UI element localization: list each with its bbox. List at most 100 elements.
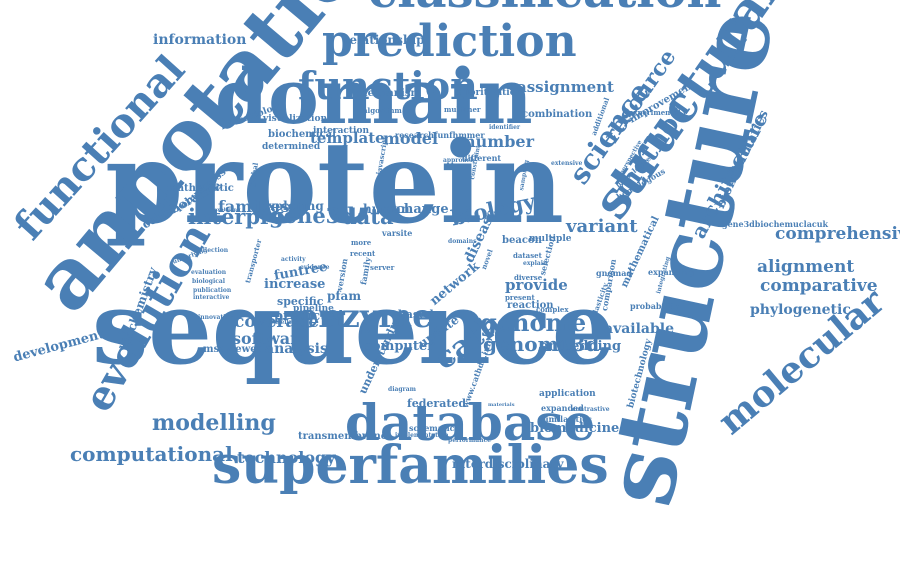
word-contrastive: contrastive (572, 406, 610, 414)
word-implementation: implementation (395, 432, 449, 440)
word-baseline: baseline (269, 319, 298, 327)
word-interactive: interactive (193, 294, 230, 302)
word-model: model (383, 129, 439, 149)
word-beacon: beacon (502, 235, 542, 246)
word-multiple: multiple (529, 233, 572, 244)
word-coverage: coverage (234, 312, 320, 333)
word-novel: novel (479, 248, 495, 272)
word-probability: probability (630, 300, 679, 311)
word-function: function (298, 62, 478, 108)
word-change: change (396, 201, 449, 217)
word-multimer: multimer (444, 105, 481, 115)
word-specific: specific (277, 295, 324, 309)
word-dataset: dataset (513, 251, 542, 261)
word-evidence: evidence (300, 264, 330, 272)
word-research: research (395, 129, 434, 140)
word-comprehensive: comprehensive (775, 224, 900, 245)
word-application: application (539, 388, 596, 399)
word-assignment: assignment (517, 78, 614, 96)
word-database: database (345, 393, 596, 452)
word-alignment: alignment (757, 257, 855, 278)
word-biomedicine: biomedicine (530, 420, 620, 436)
word-more: more (351, 238, 372, 248)
word-algorithm: algorithm (363, 106, 402, 116)
word-present: present (505, 293, 535, 303)
word-biological: biological (192, 278, 226, 286)
word-materials: materials (488, 402, 515, 408)
word-pfam: pfam (327, 289, 362, 304)
word-pipeline: pipeline (293, 303, 334, 314)
word-diagram: diagram (388, 386, 416, 394)
word-exploring: exploring (214, 207, 241, 213)
word-interaction: interaction (313, 125, 370, 136)
word-comparative: comparative (760, 276, 878, 297)
word-protein: protein (105, 118, 564, 250)
word-superfamilies: superfamilies (212, 435, 609, 497)
word-msaviewer: msaviewer (203, 344, 262, 355)
word-similarities: similarities (541, 413, 592, 424)
word-complex: complex (536, 305, 569, 315)
word-combination: combination (522, 109, 593, 120)
word-prediction: prediction (322, 15, 577, 67)
word-human: human (363, 202, 410, 217)
word-genome: genome (480, 307, 587, 337)
word-computer: computer (364, 338, 435, 354)
word-activity: activity (281, 256, 306, 264)
word-mathematic: mathematic (167, 183, 234, 194)
word-federated: federated (407, 397, 467, 411)
word-information: information (153, 31, 247, 48)
word-visualization: visualization (263, 113, 327, 124)
word-performance: performance (448, 437, 491, 445)
word-diverse: diverse (514, 273, 543, 283)
word-varsite: varsite (382, 227, 413, 238)
word-mechanism: mechanism (357, 88, 422, 99)
word-software: software (232, 329, 309, 349)
word-technology: technology (237, 448, 336, 468)
word-domains: domains (448, 238, 477, 246)
word-sequence: sequence (92, 269, 616, 387)
word-evaluation: evaluation (191, 269, 227, 277)
word-interpro: interpro (188, 204, 286, 230)
word-recent: recent (350, 249, 376, 259)
word-phylogenetic: phylogenetic (750, 301, 851, 318)
word-explain: explain (523, 260, 548, 268)
word-innovation: innovation (198, 314, 234, 322)
word-number: number (464, 132, 534, 152)
word-expanded: expanded (541, 402, 584, 413)
word-collection: collection (195, 247, 229, 255)
word-expanding: expanding (648, 266, 695, 277)
word-experimental: experimental (629, 108, 681, 118)
word-extensive: extensive (551, 160, 583, 168)
word-exploring: exploring (260, 199, 324, 214)
word-template: template (310, 129, 385, 147)
word-available: available (604, 320, 674, 337)
word-families: families (218, 197, 290, 217)
word-transmembrane: transmembrane (298, 431, 388, 442)
word-computational: computational (70, 442, 233, 466)
word-genome3d: genome3d (483, 332, 600, 356)
word-different: different (462, 152, 502, 163)
word-funfhmmer: funfhmmer (434, 129, 485, 140)
word-variant: variant (566, 215, 638, 237)
word-analysis: analysis (265, 340, 328, 357)
word-schematic: schematic (409, 422, 455, 433)
word-biochemical: biochemical (268, 129, 336, 140)
word-gnomad: gnomad (596, 267, 632, 278)
word-data: data (342, 204, 394, 230)
word-increase: increase (264, 276, 326, 292)
word-prioritization: prioritization (455, 87, 523, 98)
word-relationship: relationship (343, 33, 425, 48)
word-gene3d: gene3d (269, 203, 355, 229)
word-publication: publication (193, 287, 232, 295)
word-predicted: predicted (274, 308, 344, 324)
word-interdisciplinary: interdisciplinary (452, 457, 564, 472)
word-approach: approach (443, 157, 475, 165)
word-domain: domain (215, 52, 533, 142)
word-gene3dbiochemuclacuk: gene3dbiochemuclacuk (722, 218, 829, 229)
word-provide: provide (505, 276, 568, 294)
word-embedding: embedding (540, 338, 622, 354)
word-server: server (370, 263, 395, 273)
word-determined: determined (262, 141, 321, 152)
word-classification: classification (368, 0, 721, 15)
